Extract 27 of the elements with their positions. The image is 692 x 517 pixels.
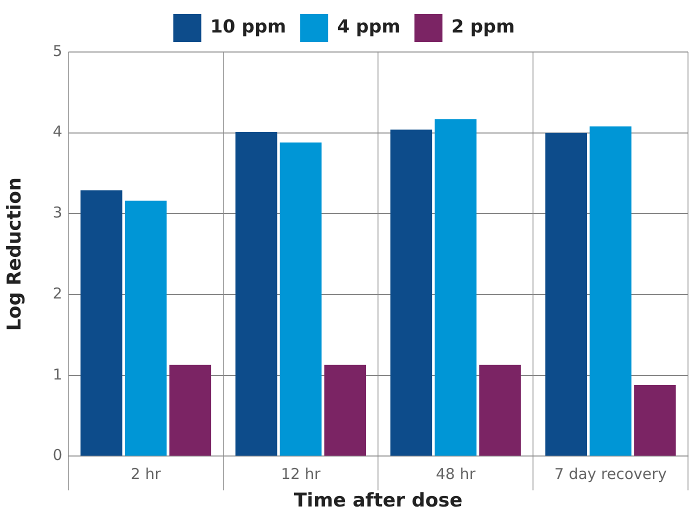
y-axis-title: Log Reduction [3, 177, 26, 331]
y-tick-label: 0 [52, 446, 62, 464]
y-tick-label: 5 [52, 42, 62, 60]
bar [324, 364, 366, 456]
bar [545, 132, 588, 456]
legend-label: 4 ppm [337, 16, 400, 38]
x-tick-label: 7 day recovery [554, 465, 667, 484]
legend-label: 10 ppm [210, 16, 286, 38]
bar [280, 142, 322, 456]
y-tick-label: 2 [52, 284, 62, 302]
x-axis-title: Time after dose [294, 490, 463, 512]
bar [390, 130, 432, 456]
bar [124, 200, 167, 456]
y-tick-label: 1 [52, 365, 62, 384]
bar [169, 364, 212, 456]
bar [235, 132, 278, 456]
bar [479, 364, 521, 456]
bar [434, 119, 476, 456]
bar [80, 190, 122, 456]
bar [634, 385, 676, 456]
y-tick-label: 3 [52, 204, 62, 222]
x-tick-label: 2 hr [130, 465, 162, 484]
legend-label: 2 ppm [451, 16, 515, 38]
x-tick-label: 48 hr [436, 465, 476, 484]
y-tick-label: 4 [52, 122, 62, 141]
bar [590, 126, 632, 456]
x-tick-label: 12 hr [280, 465, 322, 484]
